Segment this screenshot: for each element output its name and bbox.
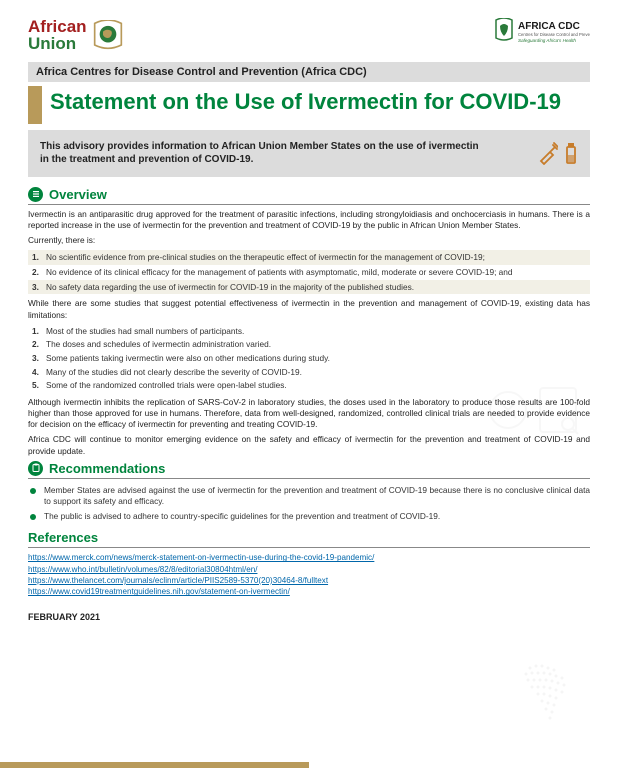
evidence-item: No safety data regarding the use of iver… [28,280,590,295]
evidence-list: No scientific evidence from pre-clinical… [28,250,590,294]
africa-cdc-logo: AFRICA CDC Centres for Disease Control a… [490,18,590,47]
watermark-icon [478,380,588,440]
recs-badge-icon [28,461,43,476]
overview-p2: While there are some studies that sugges… [28,298,590,320]
recs-heading-text: Recommendations [49,461,165,476]
african-union-logo: African Union [28,18,125,52]
svg-text:Safeguarding Africa's Health: Safeguarding Africa's Health [518,38,576,43]
advisory-bar: This advisory provides information to Af… [28,130,590,177]
cdc-logo-icon: AFRICA CDC Centres for Disease Control a… [490,18,590,44]
recommendations-list: Member States are advised against the us… [28,483,590,525]
overview-badge-icon [28,187,43,202]
svg-text:AFRICA CDC: AFRICA CDC [518,21,580,32]
reference-link[interactable]: https://www.who.int/bulletin/volumes/82/… [28,564,590,575]
references-list: https://www.merck.com/news/merck-stateme… [28,552,590,597]
refs-heading-text: References [28,530,98,545]
footer-accent-bar [0,762,309,768]
rec-item: Member States are advised against the us… [28,483,590,509]
africa-dots-icon [510,658,600,728]
overview-heading: Overview [28,187,590,205]
evidence-item: No scientific evidence from pre-clinical… [28,250,590,265]
publication-date: FEBRUARY 2021 [28,612,590,622]
au-logo-line1: African [28,18,87,35]
overview-p1: Ivermectin is an antiparasitic drug appr… [28,209,590,231]
overview-heading-text: Overview [49,187,107,202]
reference-link[interactable]: https://www.merck.com/news/merck-stateme… [28,552,590,563]
title-accent-bar [28,86,42,124]
limit-item: Many of the studies did not clearly desc… [28,366,590,380]
limit-item: The doses and schedules of ivermectin ad… [28,338,590,352]
au-logo-line2: Union [28,35,87,52]
limit-item: Most of the studies had small numbers of… [28,325,590,339]
syringe-vial-icon [538,141,578,165]
reference-link[interactable]: https://www.thelancet.com/journals/eclin… [28,575,590,586]
page-title: Statement on the Use of Ivermectin for C… [50,86,561,124]
reference-link[interactable]: https://www.covid19treatmentguidelines.n… [28,586,590,597]
svg-text:Centres for Disease Control an: Centres for Disease Control and Preventi… [518,32,590,37]
org-bar: Africa Centres for Disease Control and P… [28,62,590,82]
header-logos: African Union AFRICA CDC Centres for Dis… [28,18,590,52]
rec-item: The public is advised to adhere to count… [28,509,590,524]
overview-lead1: Currently, there is: [28,235,590,246]
limit-item: Some patients taking ivermectin were als… [28,352,590,366]
advisory-text: This advisory provides information to Af… [40,140,480,167]
au-globe-icon [91,20,125,50]
title-row: Statement on the Use of Ivermectin for C… [28,86,590,124]
evidence-item: No evidence of its clinical efficacy for… [28,265,590,280]
references-heading: References [28,530,590,548]
recommendations-heading: Recommendations [28,461,590,479]
